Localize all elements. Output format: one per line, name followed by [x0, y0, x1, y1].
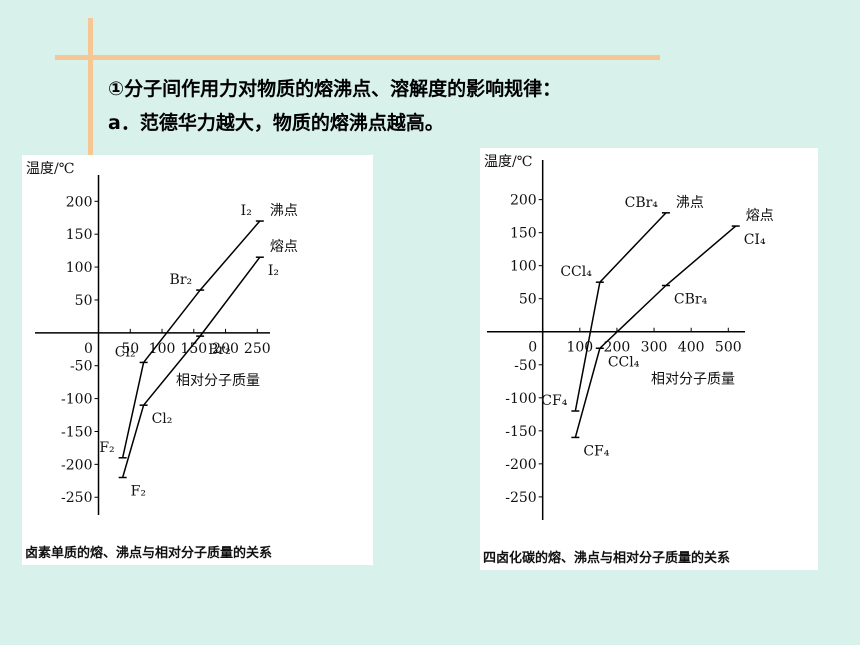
series-line: [574, 212, 667, 412]
series-label: 熔点: [746, 208, 774, 224]
point-label: I₂: [268, 263, 279, 279]
series-label: 熔点: [270, 239, 298, 255]
heading: ①分子间作用力对物质的熔沸点、溶解度的影响规律：: [108, 78, 562, 100]
y-tick-label: 150: [66, 227, 93, 243]
y-tick-label: 200: [510, 193, 537, 209]
point-label: CF₄: [541, 393, 567, 409]
y-tick-label: 50: [75, 293, 93, 309]
x-axis-title: 相对分子质量: [176, 373, 260, 389]
x-tick-label: 50: [121, 341, 139, 357]
x-tick-label: 0: [84, 341, 93, 357]
y-tick-label: 100: [510, 259, 537, 275]
point-label: Br₂: [170, 272, 193, 288]
point-label: CCl₄: [560, 264, 592, 280]
x-tick-label: 200: [604, 340, 631, 356]
x-tick-label: 300: [641, 340, 668, 356]
point-label: CCl₄: [608, 354, 640, 370]
y-tick-label: -200: [505, 457, 536, 473]
chart-caption: 四卤化碳的熔、沸点与相对分子质量的关系: [483, 550, 730, 566]
y-tick-label: 200: [66, 194, 93, 210]
point-label: CF₄: [583, 443, 609, 459]
chart: 温度/℃ 卤素单质的熔、沸点与相对分子质量的关系 200 150 100 50 -50 -10…: [22, 155, 373, 565]
heading: a．范德华力越大，物质的熔沸点越高。: [108, 112, 444, 134]
point-label: CBr₄: [674, 292, 708, 308]
point-label: Cl₂: [152, 411, 173, 427]
y-tick-label: 100: [66, 260, 93, 276]
y-tick-label: 150: [510, 226, 537, 242]
y-tick-label: -50: [70, 359, 93, 375]
point-label: F₂: [131, 484, 146, 500]
decor-line: [88, 18, 93, 160]
point-label: Cl₂: [115, 344, 136, 360]
point-label: I₂: [241, 203, 252, 219]
y-tick-label: -100: [61, 392, 92, 408]
series-line: [121, 220, 261, 458]
y-tick-label: -50: [514, 358, 537, 374]
y-tick-label: 50: [519, 292, 537, 308]
x-tick-label: 250: [244, 341, 271, 357]
series-line: [121, 256, 261, 478]
series-label: 沸点: [676, 195, 704, 211]
chart-caption: 卤素单质的熔、沸点与相对分子质量的关系: [25, 545, 272, 561]
x-tick-label: 200: [212, 341, 239, 357]
point-label: F₂: [99, 440, 114, 456]
point-label: Br₂: [208, 342, 231, 358]
x-tick-label: 400: [678, 340, 705, 356]
y-axis-title: 温度/℃: [484, 154, 532, 170]
point-label: CI₄: [744, 232, 766, 248]
y-tick-label: -250: [61, 490, 92, 506]
x-tick-label: 500: [715, 340, 742, 356]
series-label: 沸点: [270, 203, 298, 219]
chart: 温度/℃ 四卤化碳的熔、沸点与相对分子质量的关系 200 150 100 50 -50 -10…: [480, 148, 818, 570]
y-tick-label: -150: [505, 424, 536, 440]
y-axis-title: 温度/℃: [26, 161, 74, 177]
y-tick-label: -250: [505, 490, 536, 506]
point-label: CBr₄: [625, 195, 659, 211]
x-axis-title: 相对分子质量: [651, 372, 735, 388]
y-tick-label: -100: [505, 391, 536, 407]
x-tick-label: 0: [528, 340, 537, 356]
x-tick-label: 100: [149, 341, 176, 357]
series-line: [574, 225, 737, 438]
decor-line: [55, 55, 660, 60]
y-tick-label: -150: [61, 424, 92, 440]
y-tick-label: -200: [61, 457, 92, 473]
